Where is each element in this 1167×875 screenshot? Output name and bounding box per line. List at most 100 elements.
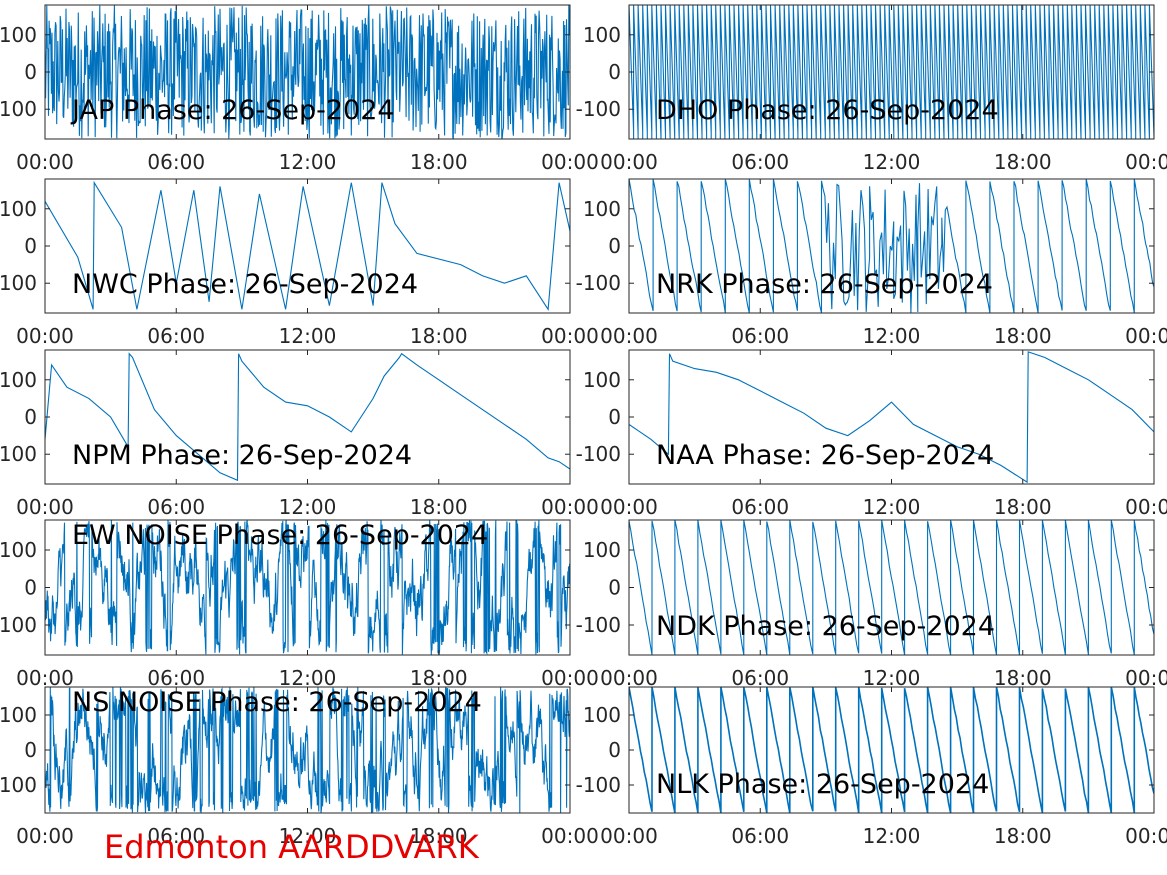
x-tick-label: 06:00 <box>731 150 789 174</box>
y-tick-label: 100 <box>583 368 621 392</box>
x-tick-label: 00:00 <box>16 666 74 690</box>
panel-title: NDK Phase: 26-Sep-2024 <box>656 611 995 642</box>
x-tick-label: 12:00 <box>279 324 337 348</box>
x-tick-label: 00:00 <box>600 824 658 848</box>
panel-10: 100 0 -100 00:00 06:00 12:00 18:00 00:00 NLK Pha… <box>576 686 1167 848</box>
phase-series-line <box>629 520 1154 655</box>
x-tick-label: 00:00 <box>16 324 74 348</box>
panel-title: NPM Phase: 26-Sep-2024 <box>72 440 412 471</box>
x-tick-label: 00:00 <box>16 150 74 174</box>
panel-7: 100 0 -100 00:00 06:00 12:00 18:00 00:00 EW NOIS… <box>0 519 599 690</box>
x-tick-label: 00:00 <box>541 666 599 690</box>
x-tick-label: 18:00 <box>994 824 1052 848</box>
panel-1: 100 0 -100 00:00 06:00 12:00 18:00 00:00 JAP Pha… <box>0 4 599 174</box>
y-tick-label: -100 <box>576 442 621 466</box>
y-tick-label: 0 <box>608 738 621 762</box>
y-tick-label: -100 <box>0 271 37 295</box>
x-tick-label: 12:00 <box>863 824 921 848</box>
y-tick-label: 100 <box>583 703 621 727</box>
y-tick-label: 0 <box>24 60 37 84</box>
x-tick-label: 12:00 <box>279 666 337 690</box>
y-tick-label: 100 <box>0 538 37 562</box>
x-tick-label: 12:00 <box>279 824 337 848</box>
panel-title: JAP Phase: 26-Sep-2024 <box>70 95 395 126</box>
x-tick-label: 06:00 <box>147 824 205 848</box>
x-tick-label: 18:00 <box>410 666 468 690</box>
y-tick-label: 0 <box>24 738 37 762</box>
panel-title: NLK Phase: 26-Sep-2024 <box>656 769 989 800</box>
y-tick-label: -100 <box>0 442 37 466</box>
panel-2: 100 0 -100 00:00 06:00 12:00 18:00 00:00 DHO Pha… <box>576 4 1167 174</box>
x-tick-label: 18:00 <box>994 666 1052 690</box>
x-tick-label: 18:00 <box>994 495 1052 519</box>
x-tick-label: 12:00 <box>863 495 921 519</box>
panel-title: NWC Phase: 26-Sep-2024 <box>72 269 418 300</box>
phase-series-line <box>629 687 1154 813</box>
x-tick-label: 00:00 <box>1125 324 1167 348</box>
x-tick-label: 00:00 <box>16 824 74 848</box>
y-tick-label: 100 <box>0 23 37 47</box>
x-tick-label: 00:00 <box>600 666 658 690</box>
x-tick-label: 00:00 <box>541 324 599 348</box>
panel-4: 100 0 -100 00:00 06:00 12:00 18:00 00:00 NRK Pha… <box>576 178 1167 348</box>
y-tick-label: 100 <box>583 23 621 47</box>
x-tick-label: 06:00 <box>147 324 205 348</box>
y-tick-label: -100 <box>0 97 37 121</box>
y-tick-label: 0 <box>608 60 621 84</box>
y-tick-label: -100 <box>576 271 621 295</box>
y-tick-label: 100 <box>0 368 37 392</box>
y-tick-label: 100 <box>0 197 37 221</box>
x-tick-label: 18:00 <box>410 495 468 519</box>
panel-5: 100 0 -100 00:00 06:00 12:00 18:00 00:00 NPM Pha… <box>0 349 599 519</box>
x-tick-label: 00:00 <box>541 824 599 848</box>
x-tick-label: 00:00 <box>1125 824 1167 848</box>
x-tick-label: 06:00 <box>731 495 789 519</box>
x-tick-label: 00:00 <box>1125 150 1167 174</box>
x-tick-label: 00:00 <box>600 150 658 174</box>
x-tick-label: 06:00 <box>731 324 789 348</box>
x-tick-label: 06:00 <box>147 495 205 519</box>
x-tick-label: 12:00 <box>863 324 921 348</box>
x-tick-label: 18:00 <box>994 324 1052 348</box>
x-tick-label: 12:00 <box>279 495 337 519</box>
phase-series-line <box>629 179 1154 313</box>
y-tick-label: -100 <box>576 97 621 121</box>
y-tick-label: 0 <box>24 234 37 258</box>
phase-series-line <box>45 687 570 813</box>
station-footer-label: Edmonton AARDDVARK <box>104 828 479 866</box>
y-tick-label: -100 <box>0 613 37 637</box>
x-tick-label: 18:00 <box>410 824 468 848</box>
phase-series-line <box>629 351 1154 484</box>
panel-3: 100 0 -100 00:00 06:00 12:00 18:00 00:00 NWC Pha… <box>0 178 599 348</box>
y-tick-label: 0 <box>24 576 37 600</box>
panel-8: 100 0 -100 00:00 06:00 12:00 18:00 00:00 NDK Pha… <box>576 519 1167 690</box>
phase-series-line <box>45 5 570 139</box>
x-tick-label: 00:00 <box>16 495 74 519</box>
phase-series-line <box>45 180 570 311</box>
panel-title: NAA Phase: 26-Sep-2024 <box>656 440 994 471</box>
x-tick-label: 18:00 <box>410 150 468 174</box>
x-tick-label: 12:00 <box>863 666 921 690</box>
x-tick-label: 06:00 <box>731 824 789 848</box>
y-tick-label: -100 <box>0 773 37 797</box>
x-tick-label: 06:00 <box>731 666 789 690</box>
y-tick-label: 100 <box>583 538 621 562</box>
y-tick-label: 0 <box>608 234 621 258</box>
y-tick-label: 100 <box>0 703 37 727</box>
x-tick-label: 00:00 <box>600 495 658 519</box>
panel-6: 100 0 -100 00:00 06:00 12:00 18:00 00:00 NAA Pha… <box>576 349 1167 519</box>
x-tick-label: 00:00 <box>1125 666 1167 690</box>
x-tick-label: 12:00 <box>863 150 921 174</box>
x-tick-label: 12:00 <box>279 150 337 174</box>
x-tick-label: 06:00 <box>147 150 205 174</box>
phase-series-line <box>45 520 570 655</box>
x-tick-label: 06:00 <box>147 666 205 690</box>
x-tick-label: 00:00 <box>541 495 599 519</box>
x-tick-label: 00:00 <box>600 324 658 348</box>
x-tick-label: 18:00 <box>994 150 1052 174</box>
y-tick-label: -100 <box>576 613 621 637</box>
x-tick-label: 00:00 <box>541 150 599 174</box>
phase-series-line <box>629 5 1154 139</box>
y-tick-label: 0 <box>24 405 37 429</box>
